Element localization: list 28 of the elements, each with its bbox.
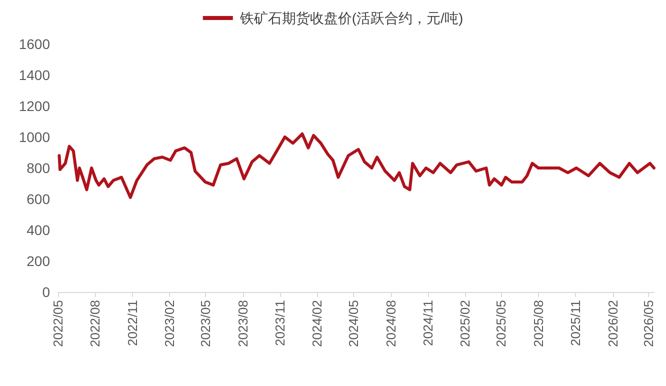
x-tick-label: 2025/05	[494, 300, 509, 347]
y-tick-label: 0	[42, 284, 50, 300]
legend-label: 铁矿石期货收盘价(活跃合约，元/吨)	[238, 10, 464, 26]
y-tick-label: 600	[26, 191, 50, 207]
x-tick-label: 2024/05	[346, 300, 362, 347]
x-tick-label: 2026/02	[605, 300, 620, 347]
x-tick-label: 2023/05	[198, 300, 214, 347]
x-tick-label: 2025/08	[530, 300, 546, 347]
y-tick-label: 1400	[18, 67, 50, 83]
x-tick-label: 2022/11	[124, 300, 140, 346]
y-tick-label: 1200	[18, 98, 50, 114]
x-tick-label: 2023/08	[235, 300, 250, 347]
x-tick-label: 2023/11	[272, 300, 288, 346]
x-tick-label: 2026/05	[641, 300, 656, 347]
x-tick-label: 2024/11	[420, 300, 436, 346]
x-tick-label: 2022/08	[88, 300, 103, 347]
x-tick-label: 2024/08	[383, 300, 398, 347]
y-tick-label: 1000	[18, 129, 50, 145]
y-tick-label: 800	[26, 160, 50, 176]
x-tick-label: 2024/02	[310, 300, 325, 347]
line-series	[58, 132, 656, 199]
x-tick-label: 2025/02	[458, 300, 473, 347]
x-tick-label: 2023/02	[162, 300, 178, 347]
x-tick-label: 2025/11	[568, 300, 584, 346]
y-tick-label: 200	[26, 253, 50, 269]
y-tick-label: 400	[26, 222, 50, 238]
y-tick-label: 1600	[18, 36, 50, 52]
x-tick-label: 2022/05	[50, 300, 66, 347]
